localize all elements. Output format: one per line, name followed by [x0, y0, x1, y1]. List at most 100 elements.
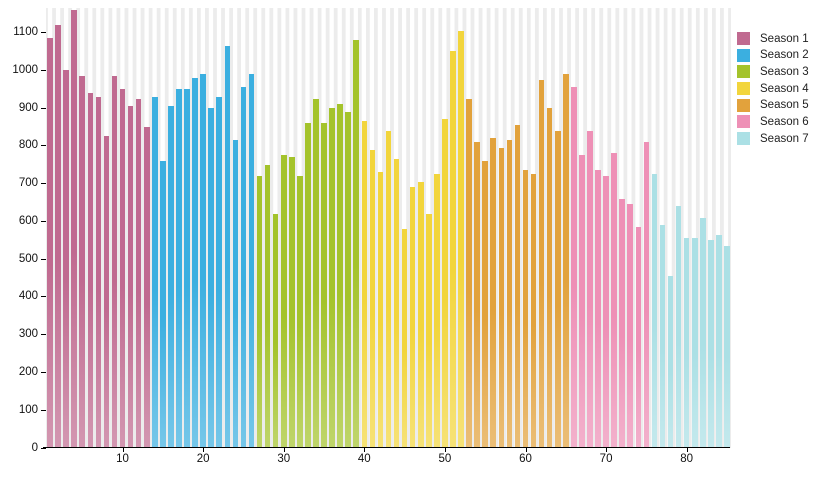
legend-item-season-3[interactable]: Season 3	[737, 65, 809, 79]
bar-season-6-ep-71[interactable]	[611, 153, 617, 448]
bar-season-1-ep-7[interactable]	[95, 96, 102, 448]
bar-season-5-ep-60[interactable]	[522, 170, 529, 448]
bar-season-5-ep-63[interactable]	[546, 108, 553, 448]
bar-season-4-ep-52[interactable]	[458, 30, 464, 448]
bar-season-5-ep-65[interactable]	[562, 74, 569, 448]
legend-item-season-6[interactable]: Season 6	[737, 115, 809, 129]
bar-season-5-ep-56[interactable]	[490, 138, 497, 448]
y-tick-mark	[41, 447, 46, 449]
bar-season-7-ep-80[interactable]	[683, 238, 690, 448]
x-tick-mark	[364, 448, 366, 452]
bar-season-7-ep-83[interactable]	[708, 240, 714, 448]
bar-season-5-ep-54[interactable]	[474, 142, 480, 448]
bar-season-2-ep-24[interactable]	[232, 140, 239, 448]
bar-season-6-ep-72[interactable]	[619, 198, 625, 448]
bar-season-5-ep-55[interactable]	[482, 160, 488, 448]
bar-season-4-ep-41[interactable]	[369, 149, 376, 448]
bar-season-5-ep-58[interactable]	[506, 140, 513, 448]
bar-season-3-ep-33[interactable]	[305, 123, 311, 448]
bar-season-3-ep-34[interactable]	[313, 98, 319, 448]
bar-season-2-ep-22[interactable]	[216, 96, 223, 448]
bar-season-1-ep-6[interactable]	[87, 92, 94, 448]
bar-season-5-ep-53[interactable]	[466, 98, 472, 448]
bar-season-3-ep-39[interactable]	[353, 40, 360, 448]
bar-season-6-ep-68[interactable]	[587, 130, 593, 448]
bar-season-5-ep-62[interactable]	[538, 79, 545, 448]
bar-season-7-ep-78[interactable]	[667, 276, 674, 448]
x-tick-label-60: 60	[519, 453, 532, 465]
bar-season-1-ep-4[interactable]	[71, 9, 77, 448]
bar-season-2-ep-15[interactable]	[160, 160, 166, 448]
bar-season-6-ep-69[interactable]	[595, 170, 601, 448]
bar-season-3-ep-29[interactable]	[272, 213, 279, 448]
bar-season-1-ep-5[interactable]	[79, 75, 86, 448]
bar-season-5-ep-59[interactable]	[514, 125, 521, 448]
bar-season-7-ep-81[interactable]	[691, 238, 698, 448]
bar-season-4-ep-43[interactable]	[385, 130, 392, 448]
bar-season-4-ep-51[interactable]	[450, 51, 456, 448]
bar-season-3-ep-27[interactable]	[256, 176, 263, 448]
bar-season-2-ep-20[interactable]	[200, 74, 206, 448]
y-tick-label-1100: 1100	[13, 26, 38, 39]
bar-season-1-ep-8[interactable]	[103, 136, 110, 448]
bar-season-2-ep-14[interactable]	[151, 96, 158, 448]
bar-season-5-ep-61[interactable]	[530, 174, 537, 448]
plot-area	[46, 8, 731, 448]
bar-season-3-ep-36[interactable]	[329, 108, 335, 448]
bar-season-4-ep-46[interactable]	[409, 187, 416, 448]
bar-season-2-ep-18[interactable]	[184, 89, 190, 448]
bar-season-7-ep-82[interactable]	[699, 217, 706, 448]
bar-season-5-ep-64[interactable]	[554, 130, 561, 448]
bar-season-4-ep-48[interactable]	[425, 213, 432, 448]
bar-season-1-ep-13[interactable]	[143, 126, 150, 448]
bar-season-1-ep-10[interactable]	[119, 89, 126, 448]
bar-season-1-ep-12[interactable]	[135, 98, 142, 448]
bar-season-6-ep-73[interactable]	[627, 204, 634, 448]
y-tick-mark	[41, 145, 46, 147]
bar-season-3-ep-31[interactable]	[288, 157, 295, 448]
bar-season-2-ep-16[interactable]	[168, 106, 174, 448]
legend-item-season-7[interactable]: Season 7	[737, 132, 809, 146]
bar-season-6-ep-66[interactable]	[571, 87, 577, 448]
bar-season-6-ep-74[interactable]	[635, 227, 642, 448]
bar-season-7-ep-76[interactable]	[651, 174, 658, 448]
bar-season-4-ep-50[interactable]	[442, 119, 448, 448]
bar-season-1-ep-1[interactable]	[47, 38, 53, 448]
bar-season-4-ep-49[interactable]	[434, 174, 440, 448]
bar-season-3-ep-32[interactable]	[297, 176, 303, 448]
bar-season-6-ep-70[interactable]	[603, 176, 609, 448]
bar-season-4-ep-47[interactable]	[417, 181, 424, 448]
bar-season-6-ep-67[interactable]	[579, 155, 585, 448]
bar-season-1-ep-11[interactable]	[127, 106, 134, 448]
bar-season-3-ep-37[interactable]	[337, 104, 343, 448]
y-tick-label-1000: 1000	[12, 63, 38, 76]
bar-season-3-ep-30[interactable]	[280, 155, 287, 448]
legend-item-season-4[interactable]: Season 4	[737, 82, 809, 96]
bar-season-1-ep-2[interactable]	[55, 25, 61, 448]
bar-season-5-ep-57[interactable]	[498, 147, 505, 448]
bar-season-3-ep-28[interactable]	[264, 164, 271, 448]
bar-season-4-ep-45[interactable]	[401, 228, 408, 448]
bar-season-2-ep-25[interactable]	[240, 87, 247, 448]
bar-season-2-ep-23[interactable]	[224, 45, 231, 448]
bar-season-3-ep-35[interactable]	[321, 123, 327, 448]
legend-item-season-2[interactable]: Season 2	[737, 48, 809, 62]
bar-season-7-ep-84[interactable]	[716, 234, 722, 448]
bar-season-4-ep-40[interactable]	[361, 121, 368, 448]
bar-season-3-ep-38[interactable]	[345, 111, 351, 448]
bar-season-1-ep-3[interactable]	[63, 70, 69, 448]
bar-season-4-ep-44[interactable]	[393, 159, 400, 448]
bar-season-7-ep-85[interactable]	[724, 245, 730, 448]
legend-item-season-5[interactable]: Season 5	[737, 98, 809, 112]
bar-season-7-ep-77[interactable]	[659, 225, 666, 448]
bar-season-2-ep-21[interactable]	[208, 108, 214, 448]
bar-season-2-ep-19[interactable]	[192, 77, 198, 448]
bar-season-6-ep-75[interactable]	[643, 142, 650, 448]
bar-season-4-ep-42[interactable]	[377, 172, 384, 448]
bar-season-2-ep-17[interactable]	[176, 89, 182, 448]
bar-season-7-ep-79[interactable]	[675, 206, 682, 448]
bar-season-1-ep-9[interactable]	[111, 75, 118, 448]
legend-item-season-1[interactable]: Season 1	[737, 32, 809, 45]
bar-season-2-ep-26[interactable]	[248, 74, 255, 448]
